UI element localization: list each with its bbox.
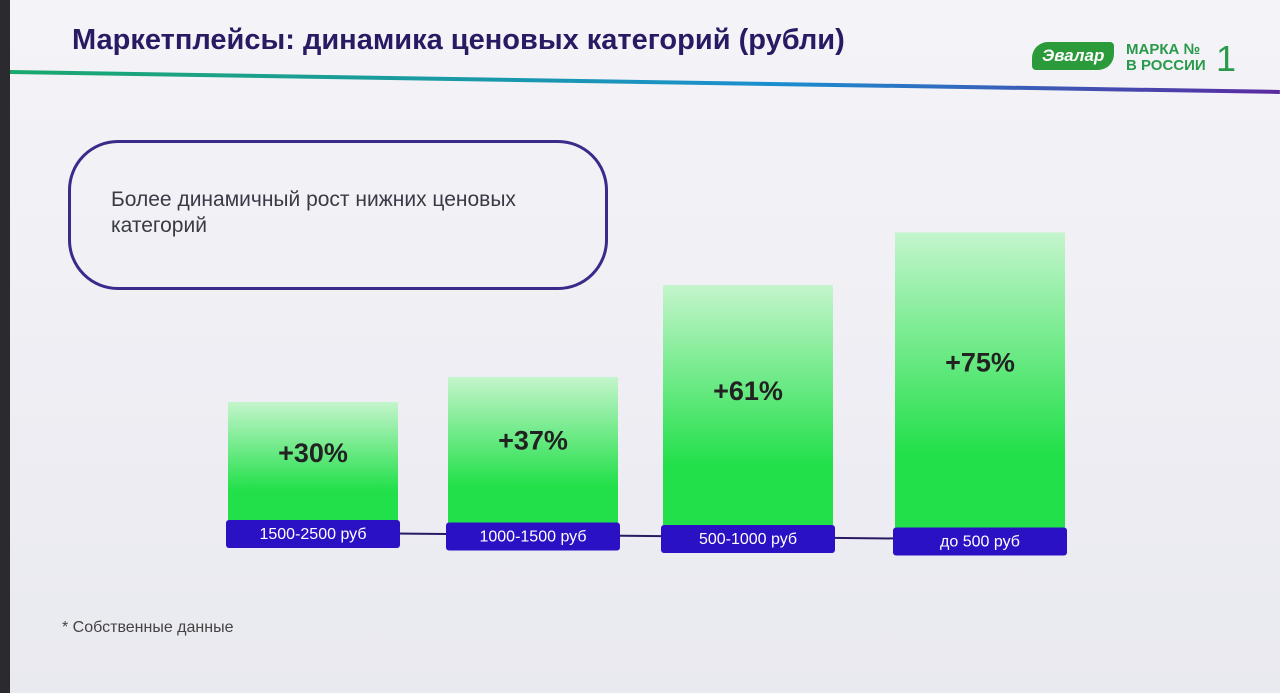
slogan-line: МАРКА № bbox=[1126, 41, 1201, 58]
callout-text: Более динамичный рост нижних ценовых кат… bbox=[111, 188, 516, 237]
bar bbox=[228, 402, 398, 520]
value-label: +75% bbox=[945, 348, 1015, 378]
slogan-line: В РОССИИ bbox=[1126, 57, 1206, 74]
category-label: до 500 руб bbox=[940, 534, 1020, 551]
brand-slogan: МАРКА № В РОССИИ bbox=[1126, 42, 1206, 74]
category-box bbox=[893, 527, 1067, 556]
footnote: * Собственные данные bbox=[62, 619, 234, 636]
category-box bbox=[226, 520, 400, 548]
bar bbox=[663, 285, 833, 525]
category-label: 1000-1500 руб bbox=[479, 529, 586, 546]
brand-name: Эвалар bbox=[1032, 42, 1115, 70]
callout: Более динамичный рост нижних ценовых кат… bbox=[68, 140, 608, 290]
chart: +30% 1500-2500 руб +37% 1000-1500 руб +61% 50… bbox=[226, 232, 1067, 556]
slide: Маркетплейсы: динамика ценовых категорий… bbox=[9, 0, 1280, 693]
value-label: +61% bbox=[713, 376, 783, 406]
bar bbox=[448, 376, 618, 523]
category-box bbox=[446, 522, 620, 551]
value-label: +37% bbox=[498, 426, 568, 456]
value-label: +30% bbox=[278, 438, 348, 468]
title: Маркетплейсы: динамика ценовых категорий… bbox=[72, 24, 845, 56]
brand-rank: 1 bbox=[1216, 38, 1237, 79]
category-label: 500-1000 руб bbox=[699, 531, 797, 548]
category-box bbox=[661, 525, 835, 553]
bar bbox=[895, 232, 1065, 528]
category-label: 1500-2500 руб bbox=[259, 526, 366, 543]
